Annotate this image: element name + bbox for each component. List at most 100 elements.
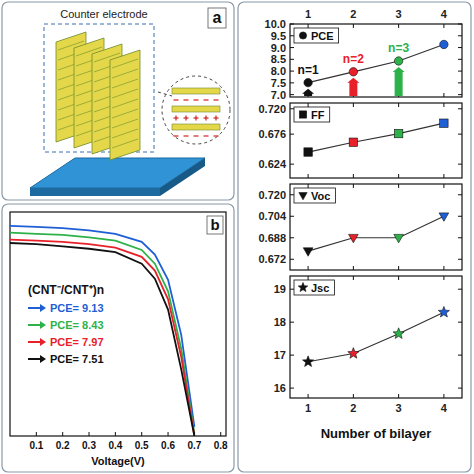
y-tick: [458, 134, 462, 135]
y-tick-label: 0.624: [258, 158, 286, 170]
data-point: [438, 306, 449, 317]
data-point: [394, 129, 402, 137]
data-point: [349, 138, 357, 146]
inset-leader: [158, 92, 172, 96]
series: [304, 40, 448, 87]
substrate-edge: [30, 188, 160, 196]
y-tick: [290, 94, 294, 95]
y-tick: [458, 24, 462, 25]
data-point: [440, 119, 448, 127]
y-tick: [290, 59, 294, 60]
inset-layer: [172, 106, 220, 112]
charge-sign: [194, 135, 199, 136]
y-tick: [290, 388, 294, 389]
data-point: [348, 348, 359, 359]
legend-marker: [299, 193, 307, 200]
data-point: [439, 213, 449, 221]
trend-line: [308, 123, 444, 152]
panel-frame: [238, 2, 471, 472]
y-tick-label: 0.672: [258, 253, 286, 265]
charge-sign: [195, 116, 196, 121]
y-tick: [458, 164, 462, 165]
y-tick: [458, 47, 462, 48]
data-point: [393, 328, 404, 339]
legend-marker: [299, 32, 306, 39]
diagram-text: Counter electrode: [60, 8, 147, 20]
y-tick: [290, 134, 294, 135]
x-tick-label: 2: [350, 8, 356, 20]
y-tick: [290, 237, 294, 238]
data-point: [349, 234, 359, 242]
inset-layer: [172, 88, 220, 94]
legend-title: (CNT⁻/CNT⁺)n: [28, 283, 104, 297]
x-tick-label: 0.6: [161, 440, 175, 451]
panel-frame: [2, 2, 234, 200]
cnt-mesh: [112, 109, 138, 118]
legend-box: [294, 28, 339, 43]
y-tick-label: 7.5: [271, 77, 286, 89]
x-tick-label: 0.7: [187, 440, 201, 451]
cnt-mesh: [112, 99, 138, 108]
charge-sign: [184, 99, 189, 100]
y-tick: [458, 108, 462, 109]
annotation-arrow: [302, 89, 314, 96]
legend-label: Jsc: [311, 282, 329, 294]
x-tick: [443, 266, 444, 270]
y-tick-label: 9.5: [271, 30, 286, 42]
y-tick: [290, 47, 294, 48]
x-tick: [308, 394, 309, 398]
inset-layer: [172, 124, 220, 130]
y-tick: [458, 35, 462, 36]
x-tick: [308, 184, 309, 188]
x-tick: [308, 103, 309, 107]
legend-label: FF: [311, 109, 325, 121]
annotation-arrow: [393, 67, 405, 96]
charge-sign: [175, 116, 176, 121]
inset-circle: [162, 76, 230, 144]
y-tick-label: 18: [274, 316, 286, 328]
y-tick: [458, 388, 462, 389]
y-tick: [458, 82, 462, 83]
x-tick-label: 0.4: [108, 440, 122, 451]
y-tick: [458, 71, 462, 72]
data-point: [303, 248, 313, 256]
annotation-arrow: [347, 78, 359, 96]
cnt-mesh: [112, 59, 138, 68]
legend-arrowhead: [40, 338, 46, 346]
trend-line: [308, 312, 444, 361]
jv-curve: [10, 226, 194, 427]
legend-arrowhead: [40, 355, 46, 363]
y-tick: [290, 82, 294, 83]
y-tick: [458, 237, 462, 238]
y-tick: [290, 164, 294, 165]
legend-arrow: [28, 307, 41, 309]
charge-sign: [214, 135, 219, 136]
data-point: [440, 40, 448, 48]
charge-sign: [194, 99, 199, 100]
annotation: n=3: [388, 41, 409, 55]
y-tick-label: 16: [274, 382, 286, 394]
y-tick: [290, 259, 294, 260]
y-tick-label: 0.720: [258, 103, 286, 115]
y-tick-label: 19: [274, 283, 286, 295]
x-tick-label: 3: [396, 402, 402, 414]
y-tick: [290, 35, 294, 36]
y-tick: [458, 59, 462, 60]
cnt-mesh: [112, 139, 138, 148]
x-tick-label: 3: [396, 8, 402, 20]
x-axis-title: Number of bilayer: [321, 426, 432, 441]
x-tick: [308, 24, 309, 28]
y-tick: [290, 289, 294, 290]
y-tick: [290, 355, 294, 356]
charge-sign: [215, 116, 216, 121]
legend: PCE: [294, 28, 339, 43]
x-tick: [443, 24, 444, 28]
x-tick: [353, 394, 354, 398]
legend-arrowhead: [40, 304, 46, 312]
x-tick-label: 0.5: [135, 440, 149, 451]
x-tick: [353, 266, 354, 270]
charge-sign: [204, 99, 209, 100]
data-point: [349, 68, 357, 76]
y-tick-label: 8.0: [271, 65, 286, 77]
data-point: [394, 234, 404, 242]
